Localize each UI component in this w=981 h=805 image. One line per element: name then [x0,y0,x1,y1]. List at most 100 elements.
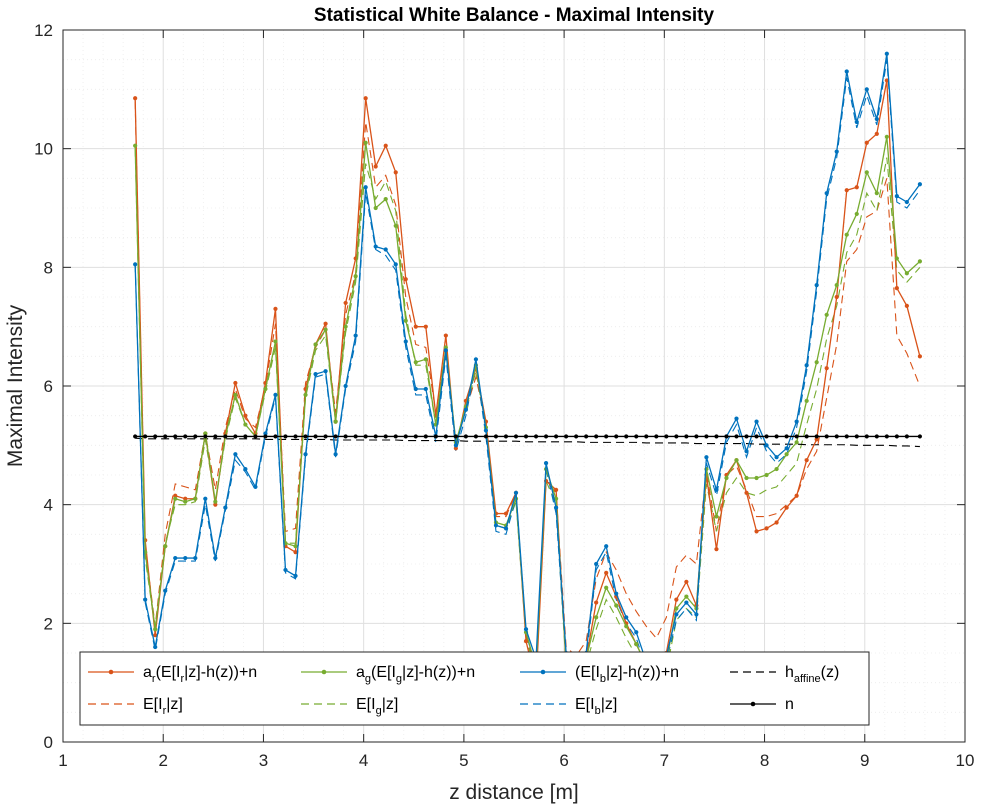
data-point [193,434,198,439]
data-point [624,434,629,439]
data-point [383,247,388,252]
data-point [834,283,839,288]
data-point [323,434,328,439]
data-point [543,434,549,439]
x-tick-label: 5 [459,751,468,770]
data-point [313,434,318,439]
data-point [564,434,569,439]
data-point [704,455,709,460]
legend-subscript: g [365,673,371,685]
legend-subscript: b [595,705,601,717]
data-point [393,434,398,439]
legend-text-part: (E[I [156,664,181,681]
data-point [373,434,378,439]
data-point [894,434,899,439]
data-point [744,475,749,481]
data-point [473,357,479,362]
data-point [674,612,679,617]
x-tick-label: 8 [760,751,769,770]
data-point [503,434,509,439]
data-point [904,199,909,205]
legend-text-part: (E[I [371,664,396,681]
data-point [393,262,398,267]
x-tick-label: 2 [158,751,167,770]
y-tick-label: 4 [44,496,53,515]
data-point [523,639,529,644]
data-point [734,416,739,421]
data-point [393,223,398,228]
data-point [183,496,188,501]
data-point [343,324,348,329]
data-point [343,383,348,389]
data-point [824,366,829,371]
legend-text-part: a [356,664,365,681]
data-point [854,185,859,190]
legend-text-part: n [785,696,794,713]
data-point [453,446,458,451]
data-point [353,434,358,439]
data-point [143,434,148,439]
data-point [864,140,869,145]
legend-subscript: b [600,673,606,685]
data-point [584,434,589,439]
data-point [483,428,489,433]
data-point [203,496,208,501]
legend-subscript: r [180,673,184,685]
data-point [393,170,398,175]
legend-text-part: (z) [821,664,840,681]
legend-swatch-marker [540,669,546,675]
data-point [917,434,923,439]
data-point [373,244,378,249]
data-point [323,321,328,326]
data-point [293,434,298,439]
legend-subscript: affine [794,673,821,685]
data-point [383,434,388,439]
data-point [894,256,899,261]
y-tick-label: 6 [44,377,53,396]
legend-item: E[Ig|z] [301,696,398,717]
data-point [363,185,368,190]
data-point [173,434,178,439]
data-point [884,434,889,439]
x-axis-title: z distance [m] [449,781,579,804]
data-point [553,505,559,510]
legend-label: ag(E[Ig|z]-h(z))+n [356,664,475,685]
data-point [413,434,418,439]
data-point [253,434,258,439]
data-point [814,437,819,442]
data-point [774,520,779,525]
data-point [624,624,629,629]
x-tick-label: 9 [860,751,869,770]
data-point [413,360,418,365]
data-point [884,134,889,139]
data-point [483,434,489,439]
data-point [714,487,719,492]
data-point [333,419,338,424]
legend-text-part: |z]-h(z))+n [606,664,679,681]
data-point [273,434,278,439]
data-point [163,544,168,549]
data-point [874,116,879,122]
data-point [894,286,899,291]
data-point [383,143,388,148]
data-point [473,434,479,439]
data-point [844,434,849,439]
data-point [413,386,418,392]
data-point [814,434,819,439]
legend-text-part: |z] [166,696,183,713]
data-point [917,259,923,264]
data-point [814,360,819,365]
data-point [273,339,278,344]
data-point [844,232,849,237]
data-point [333,434,338,439]
data-point [614,603,619,608]
y-axis-title: Maximal Intensity [4,304,27,467]
data-point [794,493,799,498]
data-point [874,131,879,136]
data-point [153,627,158,632]
data-point [574,434,579,439]
data-point [493,523,499,528]
data-point [824,191,829,196]
data-point [854,211,859,217]
data-point [904,434,909,439]
